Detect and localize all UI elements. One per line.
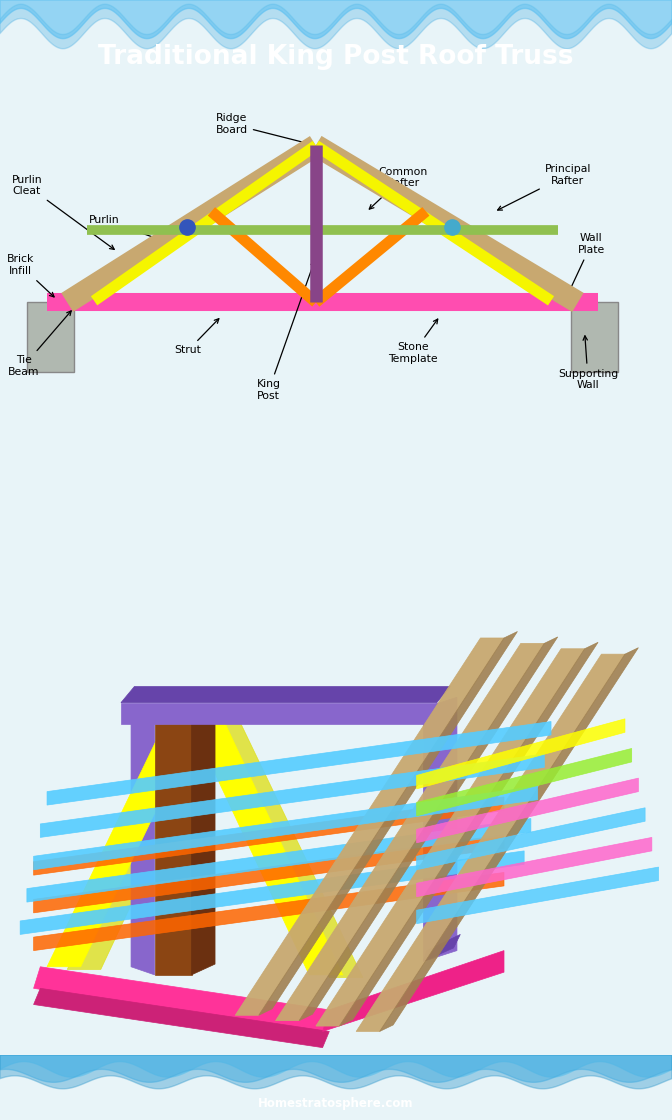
Text: Brick
Infill: Brick Infill xyxy=(7,254,54,297)
Polygon shape xyxy=(323,951,504,1032)
Text: Tie
Beam: Tie Beam xyxy=(8,311,71,377)
Polygon shape xyxy=(20,851,524,934)
Polygon shape xyxy=(417,719,625,788)
Text: Homestratosphere.com: Homestratosphere.com xyxy=(258,1098,414,1110)
Polygon shape xyxy=(131,713,155,974)
Text: Principal
Rafter: Principal Rafter xyxy=(498,164,591,211)
Polygon shape xyxy=(417,748,632,815)
FancyBboxPatch shape xyxy=(571,302,618,372)
Polygon shape xyxy=(34,967,329,1032)
Polygon shape xyxy=(380,647,638,1032)
Polygon shape xyxy=(34,988,329,1047)
Polygon shape xyxy=(235,638,504,1015)
Text: Traditional King Post Roof Truss: Traditional King Post Roof Truss xyxy=(98,44,574,71)
Polygon shape xyxy=(47,716,202,967)
Polygon shape xyxy=(417,808,645,870)
Polygon shape xyxy=(423,698,457,961)
Polygon shape xyxy=(67,719,218,970)
Text: Common
Rafter: Common Rafter xyxy=(370,167,428,209)
Polygon shape xyxy=(205,719,363,978)
Polygon shape xyxy=(34,834,504,913)
Text: Ridge
Board: Ridge Board xyxy=(216,113,312,146)
Polygon shape xyxy=(192,713,215,974)
Polygon shape xyxy=(423,934,460,961)
Text: Wall
Plate: Wall Plate xyxy=(569,233,605,290)
Polygon shape xyxy=(316,648,585,1026)
FancyBboxPatch shape xyxy=(27,302,74,372)
Polygon shape xyxy=(155,725,192,974)
Text: Supporting
Wall: Supporting Wall xyxy=(558,336,618,391)
Polygon shape xyxy=(339,642,598,1026)
Polygon shape xyxy=(276,643,544,1020)
Polygon shape xyxy=(417,778,638,843)
Polygon shape xyxy=(34,797,504,875)
Polygon shape xyxy=(34,786,538,870)
Polygon shape xyxy=(27,819,531,902)
Polygon shape xyxy=(417,867,659,924)
Polygon shape xyxy=(40,754,544,838)
Polygon shape xyxy=(47,721,551,805)
Polygon shape xyxy=(356,654,625,1032)
Text: Strut: Strut xyxy=(175,319,219,355)
Polygon shape xyxy=(299,637,558,1020)
Polygon shape xyxy=(188,716,343,974)
Polygon shape xyxy=(34,872,504,951)
Polygon shape xyxy=(417,838,652,897)
Text: Purlin
Cleat: Purlin Cleat xyxy=(11,175,114,250)
Text: Stone
Template: Stone Template xyxy=(388,319,438,364)
Polygon shape xyxy=(259,632,517,1015)
Text: Purlin: Purlin xyxy=(89,215,161,241)
Polygon shape xyxy=(121,687,450,702)
Polygon shape xyxy=(121,702,437,725)
Text: King
Post: King Post xyxy=(257,261,315,401)
